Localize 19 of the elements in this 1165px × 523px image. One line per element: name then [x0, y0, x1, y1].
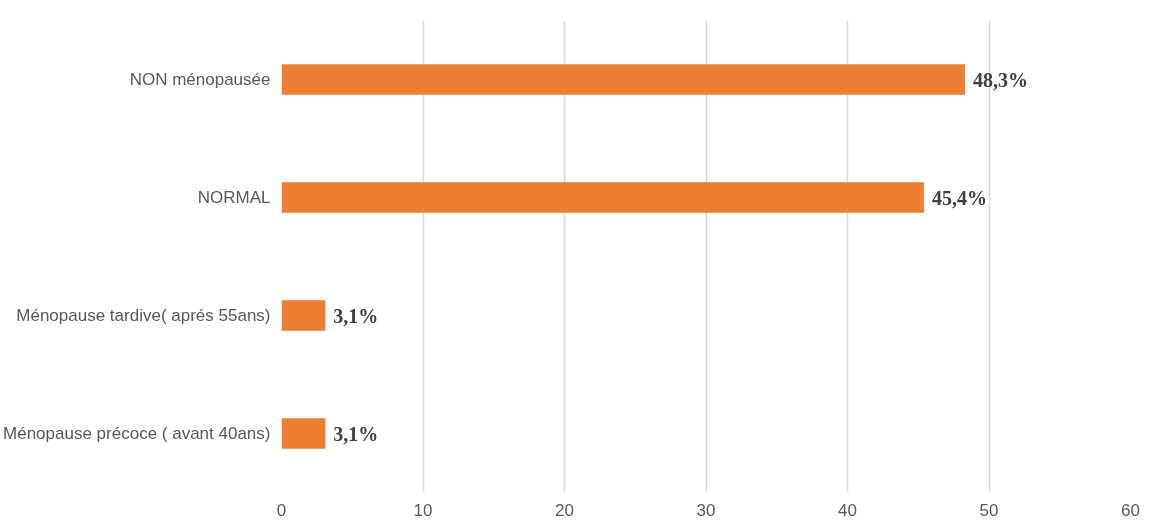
- data-label: 48,3%: [972, 68, 1028, 91]
- bar: [281, 418, 326, 449]
- bar: [281, 64, 965, 95]
- y-tick-label: Ménopause tardive( aprés 55ans): [16, 306, 271, 325]
- y-tick-label: Ménopause précoce ( avant 40ans): [3, 424, 271, 443]
- x-tick-label: 0: [276, 500, 287, 520]
- bar: [281, 300, 326, 331]
- x-tick-label: 20: [555, 500, 574, 520]
- y-tick-label: NORMAL: [197, 188, 271, 207]
- x-tick-label: 60: [1121, 500, 1140, 520]
- bar: [281, 182, 924, 213]
- x-tick-label: 30: [696, 500, 716, 520]
- x-tick-label: 50: [979, 500, 999, 520]
- data-label: 3,1%: [333, 304, 379, 327]
- data-label: 3,1%: [333, 422, 379, 445]
- x-tick-label: 40: [838, 500, 857, 520]
- y-tick-label: NON ménopausée: [129, 70, 271, 89]
- data-label: 45,4%: [931, 186, 987, 209]
- x-tick-label: 10: [413, 500, 433, 520]
